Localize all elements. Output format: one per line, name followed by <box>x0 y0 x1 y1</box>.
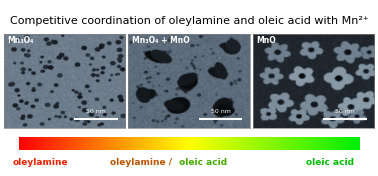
Text: Competitive coordination of oleylamine and oleic acid with Mn²⁺: Competitive coordination of oleylamine a… <box>9 16 369 26</box>
Text: oleic acid: oleic acid <box>306 158 354 166</box>
Text: MnO: MnO <box>256 36 276 45</box>
Text: oleic acid: oleic acid <box>176 158 227 166</box>
Text: Mn₃O₄: Mn₃O₄ <box>8 36 34 45</box>
Text: 50 nm: 50 nm <box>335 109 355 114</box>
Text: oleylamine /: oleylamine / <box>110 158 172 166</box>
Text: 50 nm: 50 nm <box>211 109 231 114</box>
Text: 50 nm: 50 nm <box>86 109 106 114</box>
Text: oleylamine: oleylamine <box>13 158 69 166</box>
Text: Mn₃O₄ + MnO: Mn₃O₄ + MnO <box>132 36 190 45</box>
